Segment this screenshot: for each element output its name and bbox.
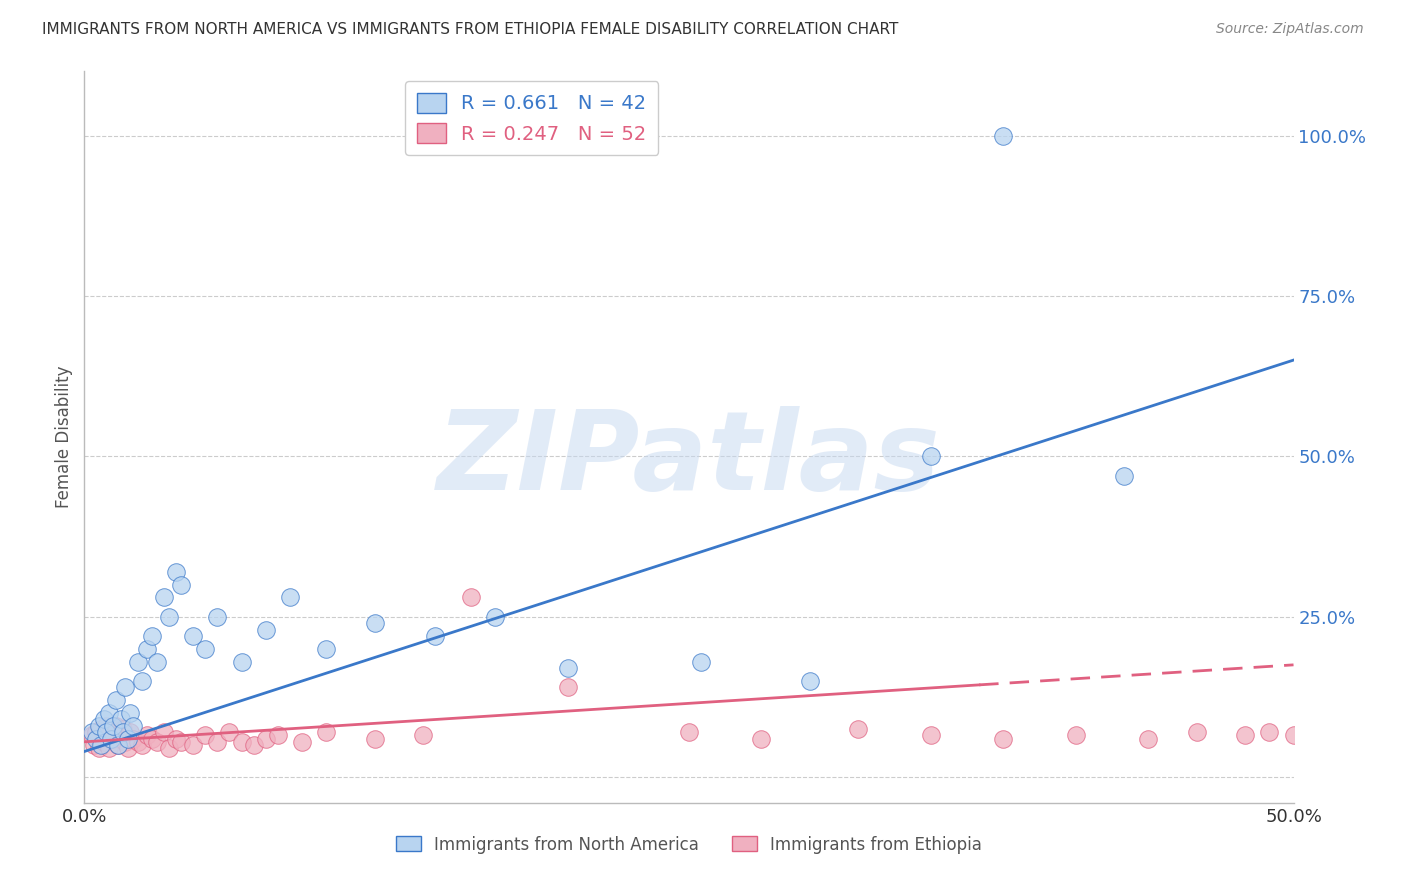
Point: [799, 673, 821, 688]
Point: [136, 641, 159, 656]
Point: [278, 591, 301, 605]
Point: [1137, 731, 1160, 746]
Point: [107, 738, 129, 752]
Point: [751, 731, 773, 746]
Point: [121, 731, 143, 746]
Point: [114, 735, 136, 749]
Point: [1064, 728, 1087, 742]
Point: [90, 738, 112, 752]
Point: [80, 725, 103, 739]
Point: [127, 655, 149, 669]
Point: [315, 725, 337, 739]
Point: [194, 641, 217, 656]
Point: [194, 728, 217, 742]
Point: [363, 616, 385, 631]
Point: [1282, 728, 1305, 742]
Point: [103, 719, 125, 733]
Point: [207, 609, 229, 624]
Point: [557, 661, 579, 675]
Point: [110, 728, 132, 742]
Point: [484, 609, 506, 624]
Point: [181, 738, 204, 752]
Point: [690, 655, 713, 669]
Point: [157, 609, 180, 624]
Y-axis label: Female Disability: Female Disability: [55, 366, 73, 508]
Point: [121, 719, 143, 733]
Point: [153, 591, 176, 605]
Point: [242, 738, 264, 752]
Point: [83, 738, 105, 752]
Point: [165, 731, 187, 746]
Point: [170, 577, 193, 591]
Point: [93, 735, 115, 749]
Point: [104, 719, 127, 733]
Point: [100, 725, 122, 739]
Point: [90, 722, 112, 736]
Point: [218, 725, 240, 739]
Point: [97, 741, 120, 756]
Point: [131, 738, 153, 752]
Point: [112, 722, 135, 736]
Point: [412, 728, 434, 742]
Point: [1234, 728, 1257, 742]
Text: Source: ZipAtlas.com: Source: ZipAtlas.com: [1216, 22, 1364, 37]
Point: [146, 655, 169, 669]
Point: [678, 725, 700, 739]
Point: [363, 731, 385, 746]
Point: [86, 725, 108, 739]
Point: [1114, 468, 1136, 483]
Point: [131, 673, 153, 688]
Point: [107, 738, 129, 752]
Point: [254, 623, 277, 637]
Point: [231, 735, 253, 749]
Point: [87, 719, 110, 733]
Point: [157, 741, 180, 756]
Point: [1185, 725, 1208, 739]
Point: [1258, 725, 1281, 739]
Point: [920, 728, 942, 742]
Point: [291, 735, 314, 749]
Point: [120, 725, 142, 739]
Point: [94, 725, 117, 739]
Point: [254, 731, 277, 746]
Point: [86, 731, 108, 746]
Point: [93, 712, 115, 726]
Point: [141, 629, 163, 643]
Legend: Immigrants from North America, Immigrants from Ethiopia: Immigrants from North America, Immigrant…: [389, 829, 988, 860]
Point: [80, 728, 103, 742]
Point: [920, 450, 942, 464]
Point: [170, 735, 193, 749]
Point: [141, 731, 163, 746]
Text: ZIPatlas: ZIPatlas: [437, 406, 941, 513]
Point: [87, 741, 110, 756]
Point: [993, 731, 1015, 746]
Point: [231, 655, 253, 669]
Point: [104, 693, 127, 707]
Point: [120, 706, 142, 720]
Text: IMMIGRANTS FROM NORTH AMERICA VS IMMIGRANTS FROM ETHIOPIA FEMALE DISABILITY CORR: IMMIGRANTS FROM NORTH AMERICA VS IMMIGRA…: [42, 22, 898, 37]
Point: [127, 735, 149, 749]
Point: [846, 722, 869, 736]
Point: [146, 735, 169, 749]
Point: [117, 731, 139, 746]
Point: [165, 565, 187, 579]
Point: [181, 629, 204, 643]
Point: [207, 735, 229, 749]
Point: [94, 719, 117, 733]
Point: [315, 641, 337, 656]
Point: [993, 128, 1015, 143]
Point: [97, 706, 120, 720]
Point: [112, 725, 135, 739]
Point: [117, 741, 139, 756]
Point: [100, 731, 122, 746]
Point: [557, 681, 579, 695]
Point: [114, 681, 136, 695]
Point: [110, 712, 132, 726]
Point: [460, 591, 482, 605]
Point: [136, 728, 159, 742]
Point: [153, 725, 176, 739]
Point: [103, 731, 125, 746]
Point: [267, 728, 290, 742]
Point: [423, 629, 446, 643]
